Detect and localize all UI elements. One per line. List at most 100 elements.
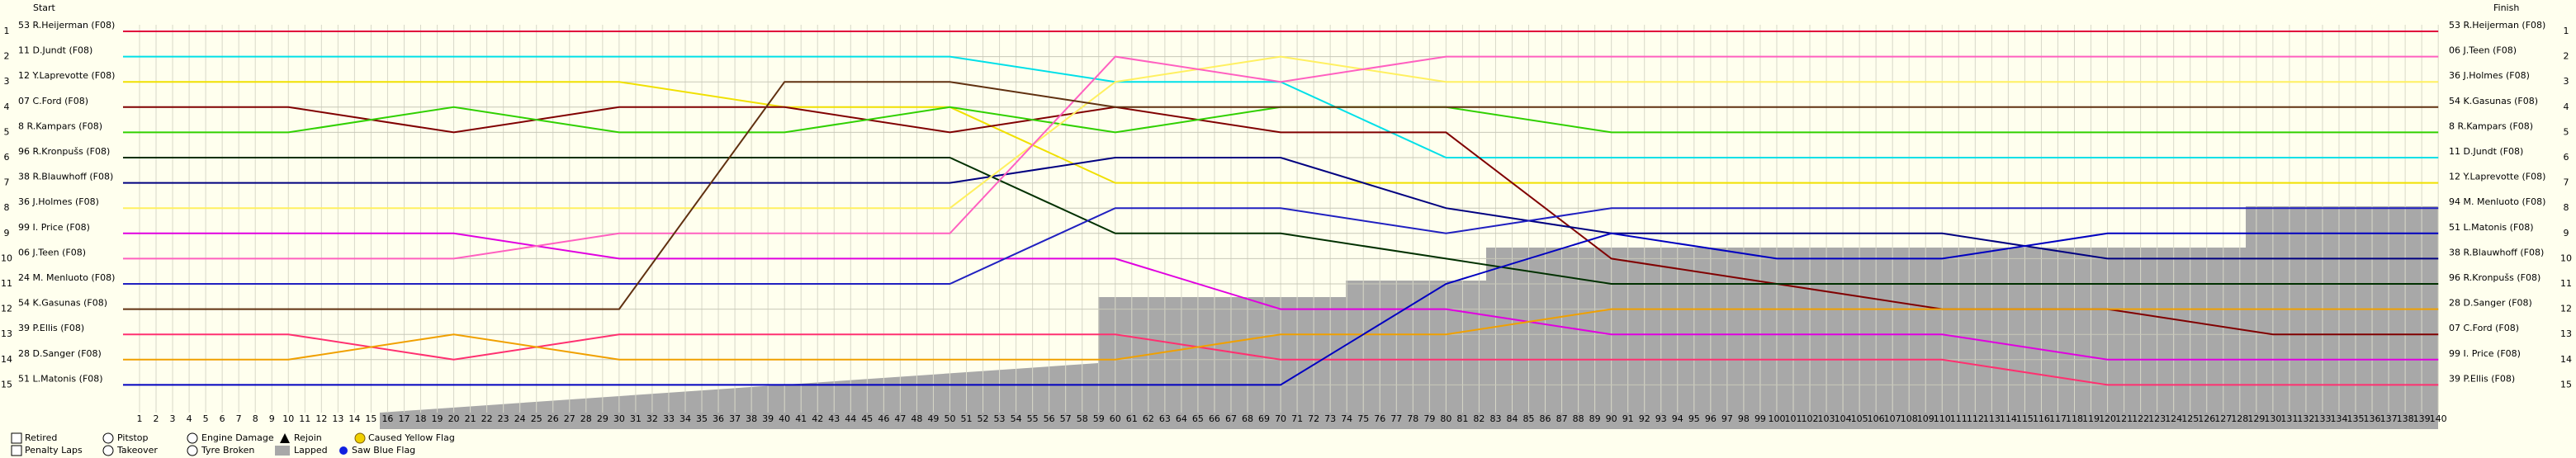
icon (102, 445, 114, 456)
legend-label: Lapped (294, 445, 328, 456)
lap-label: 116 (2033, 413, 2050, 424)
position-label-left: 4 (4, 102, 10, 112)
lap-label: 50 (944, 413, 955, 424)
legend-icons (11, 432, 366, 456)
lap-label: 100 (1768, 413, 1785, 424)
lap-label: 2 (154, 413, 159, 424)
lap-label: 63 (1159, 413, 1171, 424)
lap-label: 120 (2099, 413, 2116, 424)
lap-label: 25 (531, 413, 542, 424)
lap-label: 131 (2280, 413, 2298, 424)
position-label-left: 12 (1, 304, 12, 314)
lap-label: 17 (398, 413, 410, 424)
position-label-left: 2 (4, 51, 10, 62)
legend-label: Saw Blue Flag (352, 445, 415, 456)
lap-label: 64 (1176, 413, 1187, 424)
position-label-left: 11 (1, 278, 12, 289)
lap-label: 66 (1209, 413, 1220, 424)
lap-label: 79 (1423, 413, 1435, 424)
finish-driver-label: 94 M. Menluoto (F08) (2449, 196, 2545, 207)
lap-label: 99 (1754, 413, 1766, 424)
driver-line (123, 308, 2439, 361)
driver-line (123, 232, 2439, 361)
start-driver-label: 96 R.Kronpušs (F08) (18, 146, 110, 157)
lap-label: 27 (564, 413, 575, 424)
driver-line (123, 232, 2439, 386)
lap-label: 101 (1785, 413, 1802, 424)
icon (280, 433, 290, 443)
lap-label: 123 (2148, 413, 2166, 424)
lap-label: 22 (481, 413, 493, 424)
lap-label: 48 (911, 413, 922, 424)
finish-label: Finish (2493, 2, 2519, 13)
position-label-left: 9 (4, 228, 10, 238)
position-label-right: 3 (2564, 76, 2569, 87)
position-label-right: 7 (2564, 177, 2569, 188)
lap-label: 108 (1901, 413, 1918, 424)
start-driver-label: 07 C.Ford (F08) (18, 96, 88, 106)
lap-label: 13 (332, 413, 343, 424)
lap-label: 133 (2313, 413, 2331, 424)
finish-driver-label: 06 J.Teen (F08) (2449, 45, 2517, 56)
lap-label: 23 (498, 413, 509, 424)
lap-label: 112 (1967, 413, 1984, 424)
position-label-right: 8 (2564, 202, 2569, 213)
lap-label: 19 (432, 413, 443, 424)
driver-line (123, 157, 2439, 260)
lap-label: 138 (2397, 413, 2414, 424)
lap-label: 115 (2016, 413, 2034, 424)
lap-label: 107 (1884, 413, 1901, 424)
legend-label: Tyre Broken (201, 445, 254, 456)
lap-label: 74 (1341, 413, 1352, 424)
lap-label: 69 (1258, 413, 1270, 424)
lap-label: 80 (1440, 413, 1451, 424)
lap-label: 119 (2082, 413, 2100, 424)
lap-label: 87 (1556, 413, 1568, 424)
icon (11, 445, 22, 456)
lap-label: 83 (1489, 413, 1501, 424)
lap-label: 4 (187, 413, 192, 424)
lap-label: 89 (1589, 413, 1601, 424)
lap-label: 18 (415, 413, 427, 424)
start-driver-label: 99 I. Price (F08) (18, 222, 90, 233)
lap-label: 127 (2214, 413, 2232, 424)
lap-label: 12 (315, 413, 327, 424)
position-label-right: 6 (2564, 152, 2569, 163)
lap-label: 137 (2380, 413, 2398, 424)
lap-label: 61 (1126, 413, 1138, 424)
lap-label: 40 (779, 413, 790, 424)
lap-label: 95 (1688, 413, 1700, 424)
finish-driver-label: 39 P.Ellis (F08) (2449, 373, 2515, 384)
lap-label: 20 (448, 413, 460, 424)
position-label-right: 14 (2560, 354, 2572, 365)
finish-driver-label: 07 C.Ford (F08) (2449, 323, 2519, 333)
icon (275, 446, 290, 456)
lap-label: 65 (1192, 413, 1204, 424)
position-label-left: 8 (4, 202, 10, 213)
start-driver-label: 38 R.Blauwhoff (F08) (18, 172, 113, 182)
lap-label: 72 (1308, 413, 1319, 424)
lap-label: 97 (1721, 413, 1733, 424)
finish-driver-label: 54 K.Gasunas (F08) (2449, 96, 2538, 106)
lap-label: 109 (1917, 413, 1934, 424)
start-driver-label: 51 L.Matonis (F08) (18, 373, 103, 384)
lap-label: 34 (680, 413, 691, 424)
lap-label: 57 (1060, 413, 1072, 424)
lap-label: 47 (894, 413, 906, 424)
lap-label: 139 (2413, 413, 2431, 424)
lap-label: 10 (282, 413, 294, 424)
lap-label: 103 (1818, 413, 1835, 424)
lap-label: 1 (137, 413, 143, 424)
start-driver-label: 11 D.Jundt (F08) (18, 45, 92, 56)
icon (354, 432, 366, 444)
position-label-left: 10 (1, 253, 12, 263)
lap-label: 82 (1473, 413, 1485, 424)
lap-label: 105 (1851, 413, 1868, 424)
lap-label: 94 (1672, 413, 1683, 424)
lap-label: 86 (1540, 413, 1551, 424)
lap-label: 98 (1738, 413, 1750, 424)
lap-label: 53 (994, 413, 1006, 424)
lap-label: 70 (1275, 413, 1286, 424)
lap-label: 91 (1622, 413, 1634, 424)
